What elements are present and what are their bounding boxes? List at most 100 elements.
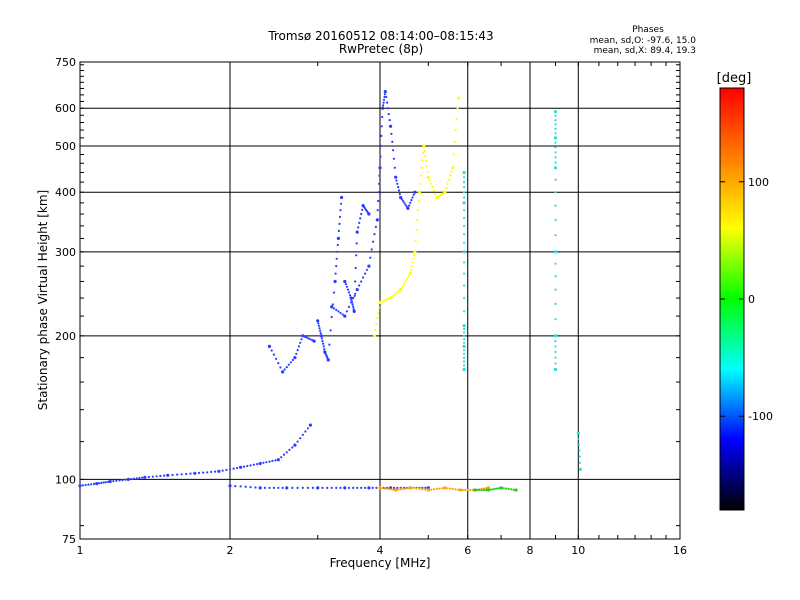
echo-point	[473, 488, 477, 492]
y-tick-label: 500	[55, 140, 76, 153]
echo-point	[431, 186, 434, 189]
echo-point	[115, 479, 118, 482]
echo-point	[341, 313, 344, 316]
y-tick-label: 100	[55, 473, 76, 486]
echo-point	[367, 264, 371, 268]
echo-point	[270, 349, 273, 352]
echo-point	[362, 276, 365, 279]
echo-point	[375, 323, 378, 326]
echo-point	[428, 179, 431, 182]
echo-point	[283, 368, 286, 371]
x-tick-label: 8	[527, 544, 534, 557]
echo-point	[371, 486, 374, 489]
echo-point	[332, 307, 336, 310]
echo-point	[95, 482, 99, 486]
echo-point	[391, 295, 394, 298]
echo-point	[268, 460, 271, 463]
echo-point	[386, 487, 390, 490]
x-tick-label: 1	[77, 544, 84, 557]
echo-point	[369, 256, 372, 259]
echo-point	[392, 157, 396, 160]
echo-point	[112, 480, 115, 483]
echo-point	[378, 166, 382, 170]
echo-point	[276, 458, 280, 462]
echo-point	[344, 283, 347, 286]
echo-point	[383, 95, 386, 99]
echo-point	[317, 322, 320, 325]
echo-point	[321, 340, 324, 343]
echo-point	[351, 301, 354, 304]
echo-point	[486, 488, 490, 492]
echo-point	[386, 107, 390, 110]
echo-point	[413, 190, 417, 194]
echo-point	[453, 140, 456, 143]
echo-point	[81, 484, 84, 487]
echo-point	[258, 486, 262, 490]
echo-point	[401, 285, 404, 288]
echo-point	[463, 338, 466, 341]
echo-point	[404, 203, 407, 206]
echo-point	[422, 151, 425, 155]
echo-point	[330, 486, 333, 489]
echo-point	[252, 463, 255, 466]
echo-point	[163, 474, 166, 477]
echo-point	[399, 488, 402, 491]
echo-point	[463, 341, 466, 344]
echo-point	[92, 482, 96, 485]
echo-point	[197, 471, 201, 474]
echo-point	[355, 242, 358, 245]
echo-point	[354, 266, 357, 270]
echo-point	[392, 149, 395, 152]
echo-point	[249, 464, 252, 467]
echo-point	[377, 199, 380, 203]
echo-point	[155, 475, 158, 478]
echo-point	[275, 357, 278, 360]
echo-point	[301, 433, 304, 436]
echo-point	[425, 159, 428, 163]
echo-point	[462, 367, 466, 372]
echo-point	[295, 352, 298, 355]
echo-point	[118, 479, 121, 482]
echo-point	[300, 338, 303, 341]
echo-point	[287, 363, 290, 366]
echo-point	[554, 146, 557, 149]
echo-point	[340, 202, 343, 205]
echo-point	[228, 484, 232, 488]
echo-point	[336, 250, 339, 253]
echo-point	[554, 262, 557, 265]
echo-point	[306, 486, 309, 489]
echo-point	[143, 475, 147, 479]
echo-point	[416, 209, 419, 212]
echo-point	[386, 298, 389, 301]
echo-point	[349, 294, 352, 297]
echo-point	[430, 182, 433, 185]
echo-point	[176, 473, 179, 476]
x-tick-label: 6	[464, 544, 471, 557]
echo-point	[463, 310, 466, 313]
echo-point	[434, 192, 437, 196]
echo-point	[303, 335, 306, 338]
echo-point	[466, 488, 469, 492]
echo-point	[446, 182, 449, 185]
echo-point	[413, 250, 417, 254]
echo-point	[358, 284, 361, 287]
echo-point	[578, 449, 581, 452]
echo-point	[358, 221, 361, 224]
x-axis-label: Frequency [MHz]	[330, 556, 431, 570]
colorbar-tick-label: 100	[748, 176, 769, 189]
echo-point	[554, 362, 557, 365]
echo-point	[293, 443, 297, 447]
echo-point	[384, 487, 387, 490]
echo-point	[461, 488, 464, 492]
echo-point	[463, 241, 466, 244]
echo-point	[422, 144, 426, 148]
echo-point	[463, 196, 466, 199]
echo-point	[418, 487, 421, 490]
echo-point	[285, 451, 288, 454]
echo-point	[463, 334, 466, 337]
echo-point	[553, 136, 558, 140]
echo-point	[514, 488, 518, 492]
echo-point	[554, 127, 557, 130]
echo-point	[279, 366, 282, 369]
plot-area: 1 2 4 6 8 10 16 75 100 200 300 400 500 600 750	[55, 56, 687, 557]
